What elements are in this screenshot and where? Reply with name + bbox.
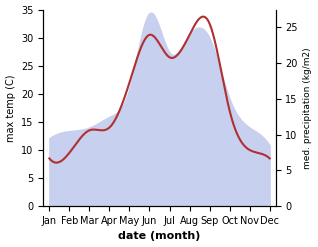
X-axis label: date (month): date (month) bbox=[118, 231, 201, 242]
Y-axis label: med. precipitation (kg/m2): med. precipitation (kg/m2) bbox=[303, 47, 313, 169]
Y-axis label: max temp (C): max temp (C) bbox=[5, 74, 16, 142]
